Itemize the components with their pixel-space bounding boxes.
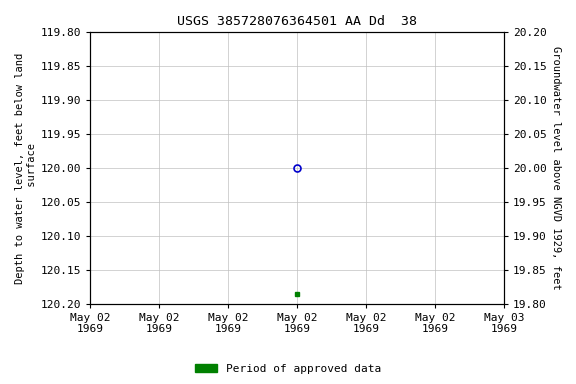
Legend: Period of approved data: Period of approved data [191, 359, 385, 379]
Title: USGS 385728076364501 AA Dd  38: USGS 385728076364501 AA Dd 38 [177, 15, 417, 28]
Y-axis label: Depth to water level, feet below land
 surface: Depth to water level, feet below land su… [15, 52, 37, 283]
Y-axis label: Groundwater level above NGVD 1929, feet: Groundwater level above NGVD 1929, feet [551, 46, 561, 290]
